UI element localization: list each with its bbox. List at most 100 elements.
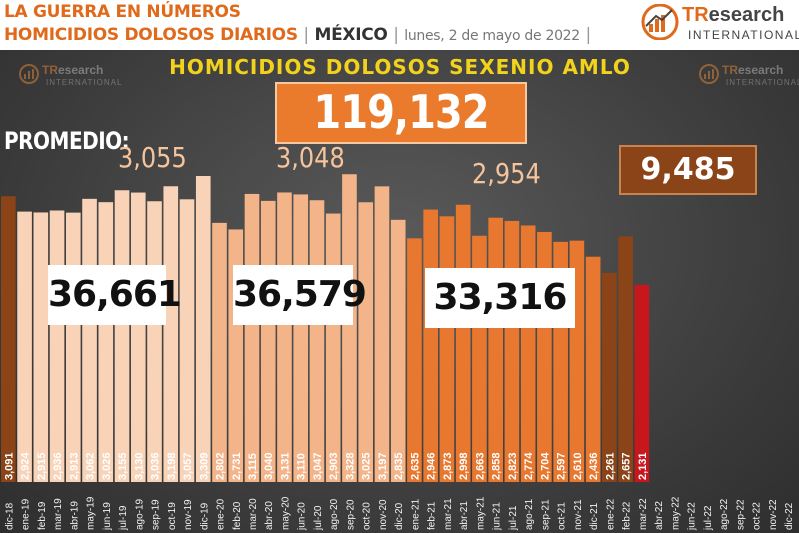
bar-jun-21 [488, 217, 503, 482]
value-label-may-19: 3,062 [85, 452, 97, 480]
bar-feb-22 [618, 236, 633, 482]
bar-abr-19 [65, 212, 81, 482]
header-country: MÉXICO [314, 25, 388, 45]
bar-jun-20 [293, 194, 309, 482]
watermark-logo-left: TResearch INTERNATIONAL [18, 63, 121, 95]
category-label-feb-20: feb-20 [232, 501, 243, 530]
category-label-may-20: may-20 [280, 496, 291, 530]
average-2021: 2,954 [472, 157, 541, 191]
category-label-ene-20: ene-20 [216, 498, 227, 530]
category-label-ago-19: ago-19 [134, 498, 145, 530]
category-label-jul-19: jul-19 [118, 505, 129, 531]
bar-dic-21 [585, 256, 601, 482]
category-label-jun-19: jun-19 [102, 502, 113, 531]
header-line2: HOMICIDIOS DOLOSOS DIARIOS | MÉXICO | lu… [4, 25, 591, 45]
segment-total-2020: 36,579 [233, 265, 367, 325]
category-label-oct-19: oct-19 [167, 502, 178, 530]
bar-jul-20 [309, 200, 325, 483]
header-separator: | [585, 25, 592, 45]
value-label-sep-20: 3,328 [344, 452, 356, 480]
value-label-mar-21: 2,873 [442, 452, 454, 480]
category-label-ene-21: ene-21 [410, 498, 421, 530]
watermark-logo-subtitle: INTERNATIONAL [726, 78, 799, 87]
category-label-sep-19: sep-19 [151, 499, 162, 530]
bar-oct-20 [358, 202, 374, 482]
bar-mar-20 [244, 193, 260, 482]
watermark-logo-subtitle: INTERNATIONAL [46, 78, 123, 87]
bar-dic-18 [1, 196, 16, 482]
bar-mar-19 [49, 210, 65, 483]
category-label-may-21: may-21 [475, 496, 486, 530]
watermark-logo-text: TResearch [42, 63, 104, 77]
value-label-nov-21: 2,610 [572, 452, 584, 480]
category-label-abr-21: abr-21 [459, 501, 470, 530]
value-label-jul-21: 2,823 [507, 452, 519, 480]
value-label-oct-20: 3,025 [361, 452, 373, 480]
bar-nov-20 [374, 186, 390, 483]
promedio-label: PROMEDIO: [4, 126, 130, 155]
category-label-ago-20: ago-20 [329, 498, 340, 530]
bar-sep-20 [342, 174, 357, 483]
value-label-ene-22: 2,261 [604, 452, 616, 480]
value-label-abr-21: 2,998 [458, 452, 470, 480]
category-label-dic-18: dic-18 [4, 502, 15, 530]
bar-jul-19 [114, 190, 130, 483]
bar-dic-20 [390, 219, 406, 482]
value-label-oct-21: 2,597 [556, 452, 568, 480]
category-label-ene-22: ene-22 [605, 498, 616, 530]
bar-sep-19 [147, 201, 162, 482]
bar-mar-21 [439, 216, 455, 482]
value-label-jul-20: 3,047 [312, 452, 324, 480]
header-line1: LA GUERRA EN NÚMEROS [4, 2, 241, 22]
category-label-jul-22: jul-22 [703, 505, 714, 531]
value-label-ene-20: 2,802 [215, 452, 227, 480]
watermark-logo-icon [19, 64, 39, 84]
value-label-ago-20: 2,903 [328, 452, 340, 480]
category-label-dic-21: dic-21 [589, 502, 600, 530]
value-label-feb-20: 2,731 [231, 452, 243, 480]
bar-may-19 [82, 198, 97, 482]
value-label-jul-19: 3,155 [117, 452, 129, 480]
category-label-ago-21: ago-21 [524, 498, 535, 530]
total-homicides-value: 119,132 [313, 86, 489, 140]
category-label-oct-22: oct-22 [752, 502, 763, 530]
ytd-homicides-value: 9,485 [640, 152, 736, 187]
value-label-dic-20: 2,835 [393, 452, 405, 480]
category-label-jun-22: jun-22 [687, 502, 698, 531]
value-label-ene-21: 2,635 [409, 452, 421, 480]
value-label-oct-19: 3,198 [166, 452, 178, 480]
category-label-nov-20: nov-20 [378, 499, 389, 530]
category-label-jul-21: jul-21 [508, 505, 519, 531]
category-label-mar-19: mar-19 [53, 498, 64, 530]
value-label-sep-21: 2,704 [539, 452, 551, 480]
category-label-mar-20: mar-20 [248, 498, 259, 530]
category-label-feb-21: feb-21 [427, 501, 438, 530]
category-label-may-19: may-19 [86, 496, 97, 530]
value-label-mar-20: 3,115 [247, 453, 259, 480]
watermark-logo-right: TResearch INTERNATIONAL [698, 63, 799, 95]
value-label-feb-19: 2,915 [36, 452, 48, 480]
value-label-ene-19: 2,924 [20, 452, 32, 480]
header-separator: | [303, 25, 309, 45]
bar-feb-19 [33, 212, 49, 482]
bar-ene-21 [407, 238, 422, 482]
average-2019: 3,055 [118, 141, 187, 175]
category-label-abr-20: abr-20 [264, 501, 275, 530]
bar-nov-19 [179, 199, 195, 483]
value-label-mar-19: 2,936 [52, 452, 64, 480]
bar-dic-19 [195, 176, 211, 482]
value-label-sep-19: 3,036 [150, 452, 162, 480]
bar-ago-20 [325, 213, 341, 483]
category-label-dic-19: dic-19 [199, 502, 210, 530]
average-2020: 3,048 [276, 141, 345, 175]
category-label-abr-22: abr-22 [654, 501, 665, 530]
category-label-mar-22: mar-22 [638, 498, 649, 530]
value-label-ago-21: 2,774 [523, 452, 535, 480]
category-label-dic-22: dic-22 [784, 502, 795, 530]
value-label-dic-18: 3,091 [3, 452, 15, 480]
bar-ago-21 [520, 225, 536, 482]
value-label-jun-20: 3,110 [296, 453, 308, 480]
header-separator: | [393, 25, 399, 45]
segment-total-2019: 36,661 [48, 265, 182, 325]
bar-ene-20 [212, 222, 227, 482]
